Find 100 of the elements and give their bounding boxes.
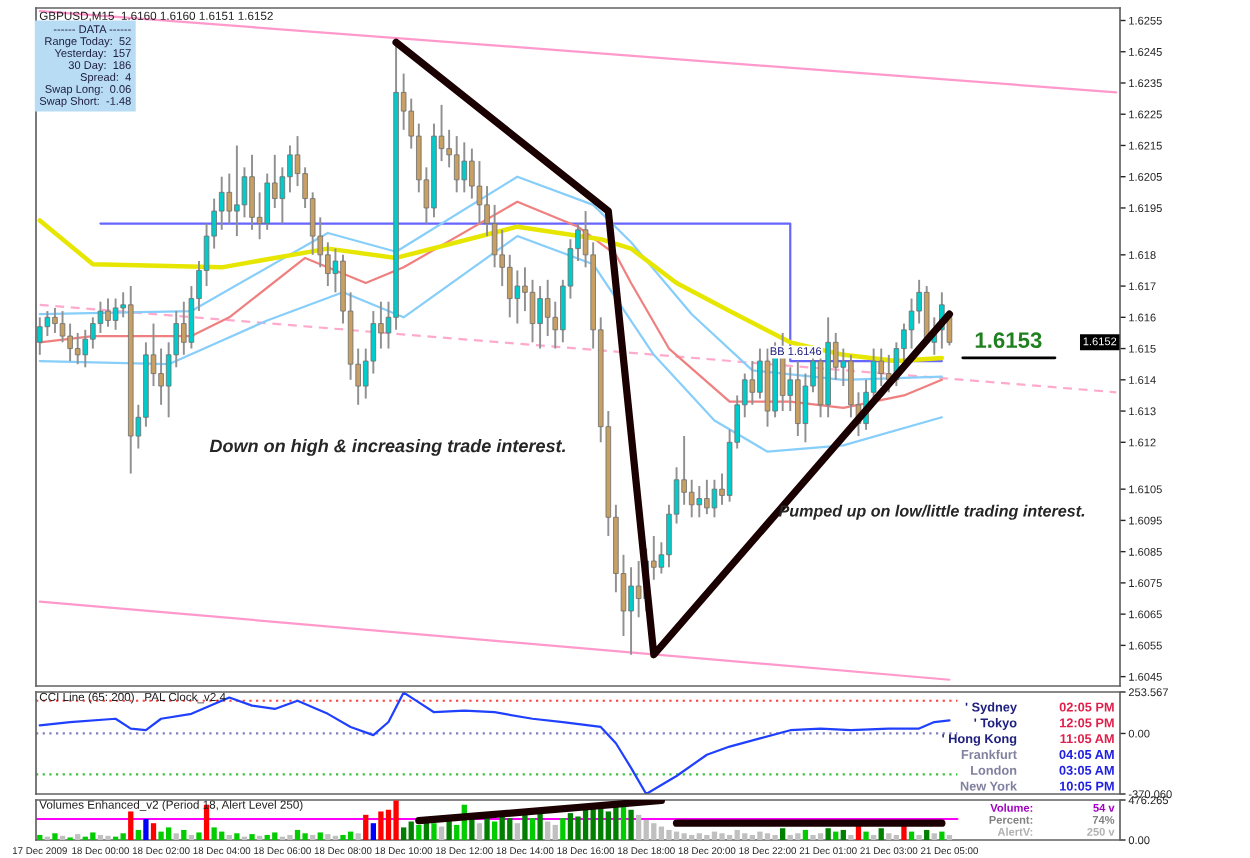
bar	[840, 829, 846, 840]
bar	[742, 833, 748, 840]
bar	[302, 833, 308, 840]
bar	[355, 833, 361, 840]
bar	[491, 821, 498, 840]
bar	[567, 813, 574, 840]
bar	[726, 834, 733, 840]
bar	[772, 834, 778, 840]
bar	[97, 834, 104, 840]
bar	[181, 829, 187, 840]
bar	[234, 833, 240, 840]
bar	[658, 826, 665, 840]
candlestick	[749, 360, 756, 406]
bar	[582, 809, 589, 840]
bar	[196, 832, 202, 840]
bar	[613, 804, 619, 840]
bar	[552, 824, 558, 840]
bar	[158, 831, 164, 840]
bar	[787, 834, 793, 840]
bar	[848, 834, 854, 840]
bar	[401, 827, 407, 840]
bar	[416, 824, 422, 840]
bar	[939, 831, 945, 840]
bar	[90, 832, 96, 840]
bar	[863, 831, 869, 840]
candlestick	[234, 144, 240, 238]
annotation: Down on high & increasing trade interest.	[209, 439, 566, 456]
candlestick	[105, 297, 111, 328]
candlestick	[529, 278, 536, 344]
bar	[749, 834, 755, 840]
bar	[166, 827, 172, 840]
bar	[560, 818, 566, 840]
bar	[810, 834, 816, 840]
bar	[795, 833, 801, 840]
bar	[931, 833, 937, 840]
bar	[469, 818, 475, 840]
bar	[734, 829, 740, 840]
bar	[681, 833, 687, 840]
bar	[620, 806, 627, 840]
bar	[325, 834, 331, 840]
bar	[817, 833, 824, 840]
bar	[438, 826, 445, 840]
candlestick	[461, 141, 468, 194]
bar	[780, 828, 786, 840]
bar	[924, 829, 930, 840]
candlestick	[848, 353, 854, 419]
candlestick	[82, 328, 89, 369]
candlestick	[795, 360, 801, 438]
candlestick	[52, 306, 58, 334]
bar	[264, 834, 270, 840]
candlestick	[704, 478, 710, 516]
bar	[476, 823, 483, 840]
candlestick	[325, 241, 331, 288]
candlestick	[287, 144, 293, 194]
candlestick	[112, 297, 119, 331]
line-series	[38, 175, 943, 381]
bar	[363, 814, 369, 840]
bar	[870, 834, 877, 840]
bar	[696, 833, 702, 840]
annotation: 1.6153	[975, 332, 1042, 349]
bar	[143, 819, 149, 840]
candlestick	[158, 347, 164, 406]
bar	[605, 811, 611, 840]
candlestick	[696, 485, 703, 519]
bar	[598, 808, 604, 840]
candlestick	[537, 285, 543, 350]
bar	[651, 823, 657, 840]
bar	[689, 834, 695, 840]
bar	[431, 823, 437, 840]
bar	[75, 834, 81, 840]
bar	[294, 829, 301, 840]
bar	[446, 819, 452, 840]
bar	[719, 833, 725, 840]
bar	[575, 816, 581, 840]
bar	[522, 814, 528, 840]
bar	[226, 834, 232, 840]
bar	[393, 800, 399, 840]
candlestick	[453, 135, 460, 194]
candlestick	[249, 153, 255, 231]
candlestick	[37, 316, 43, 356]
bar	[37, 834, 43, 840]
bar	[893, 834, 900, 840]
bar	[825, 828, 831, 840]
bar	[188, 834, 195, 840]
bar	[628, 809, 634, 840]
candlestick	[218, 175, 225, 231]
bar	[135, 829, 141, 840]
line-series	[38, 200, 943, 410]
bar	[211, 827, 217, 840]
candlestick	[74, 331, 81, 366]
bar	[946, 834, 953, 840]
candlestick	[507, 253, 513, 319]
bar	[916, 834, 922, 840]
bar	[635, 814, 642, 840]
bar	[370, 823, 376, 840]
line-series	[38, 234, 943, 453]
candlestick	[226, 172, 233, 225]
bar	[802, 829, 809, 840]
candlestick	[181, 300, 187, 356]
bar	[408, 821, 414, 840]
